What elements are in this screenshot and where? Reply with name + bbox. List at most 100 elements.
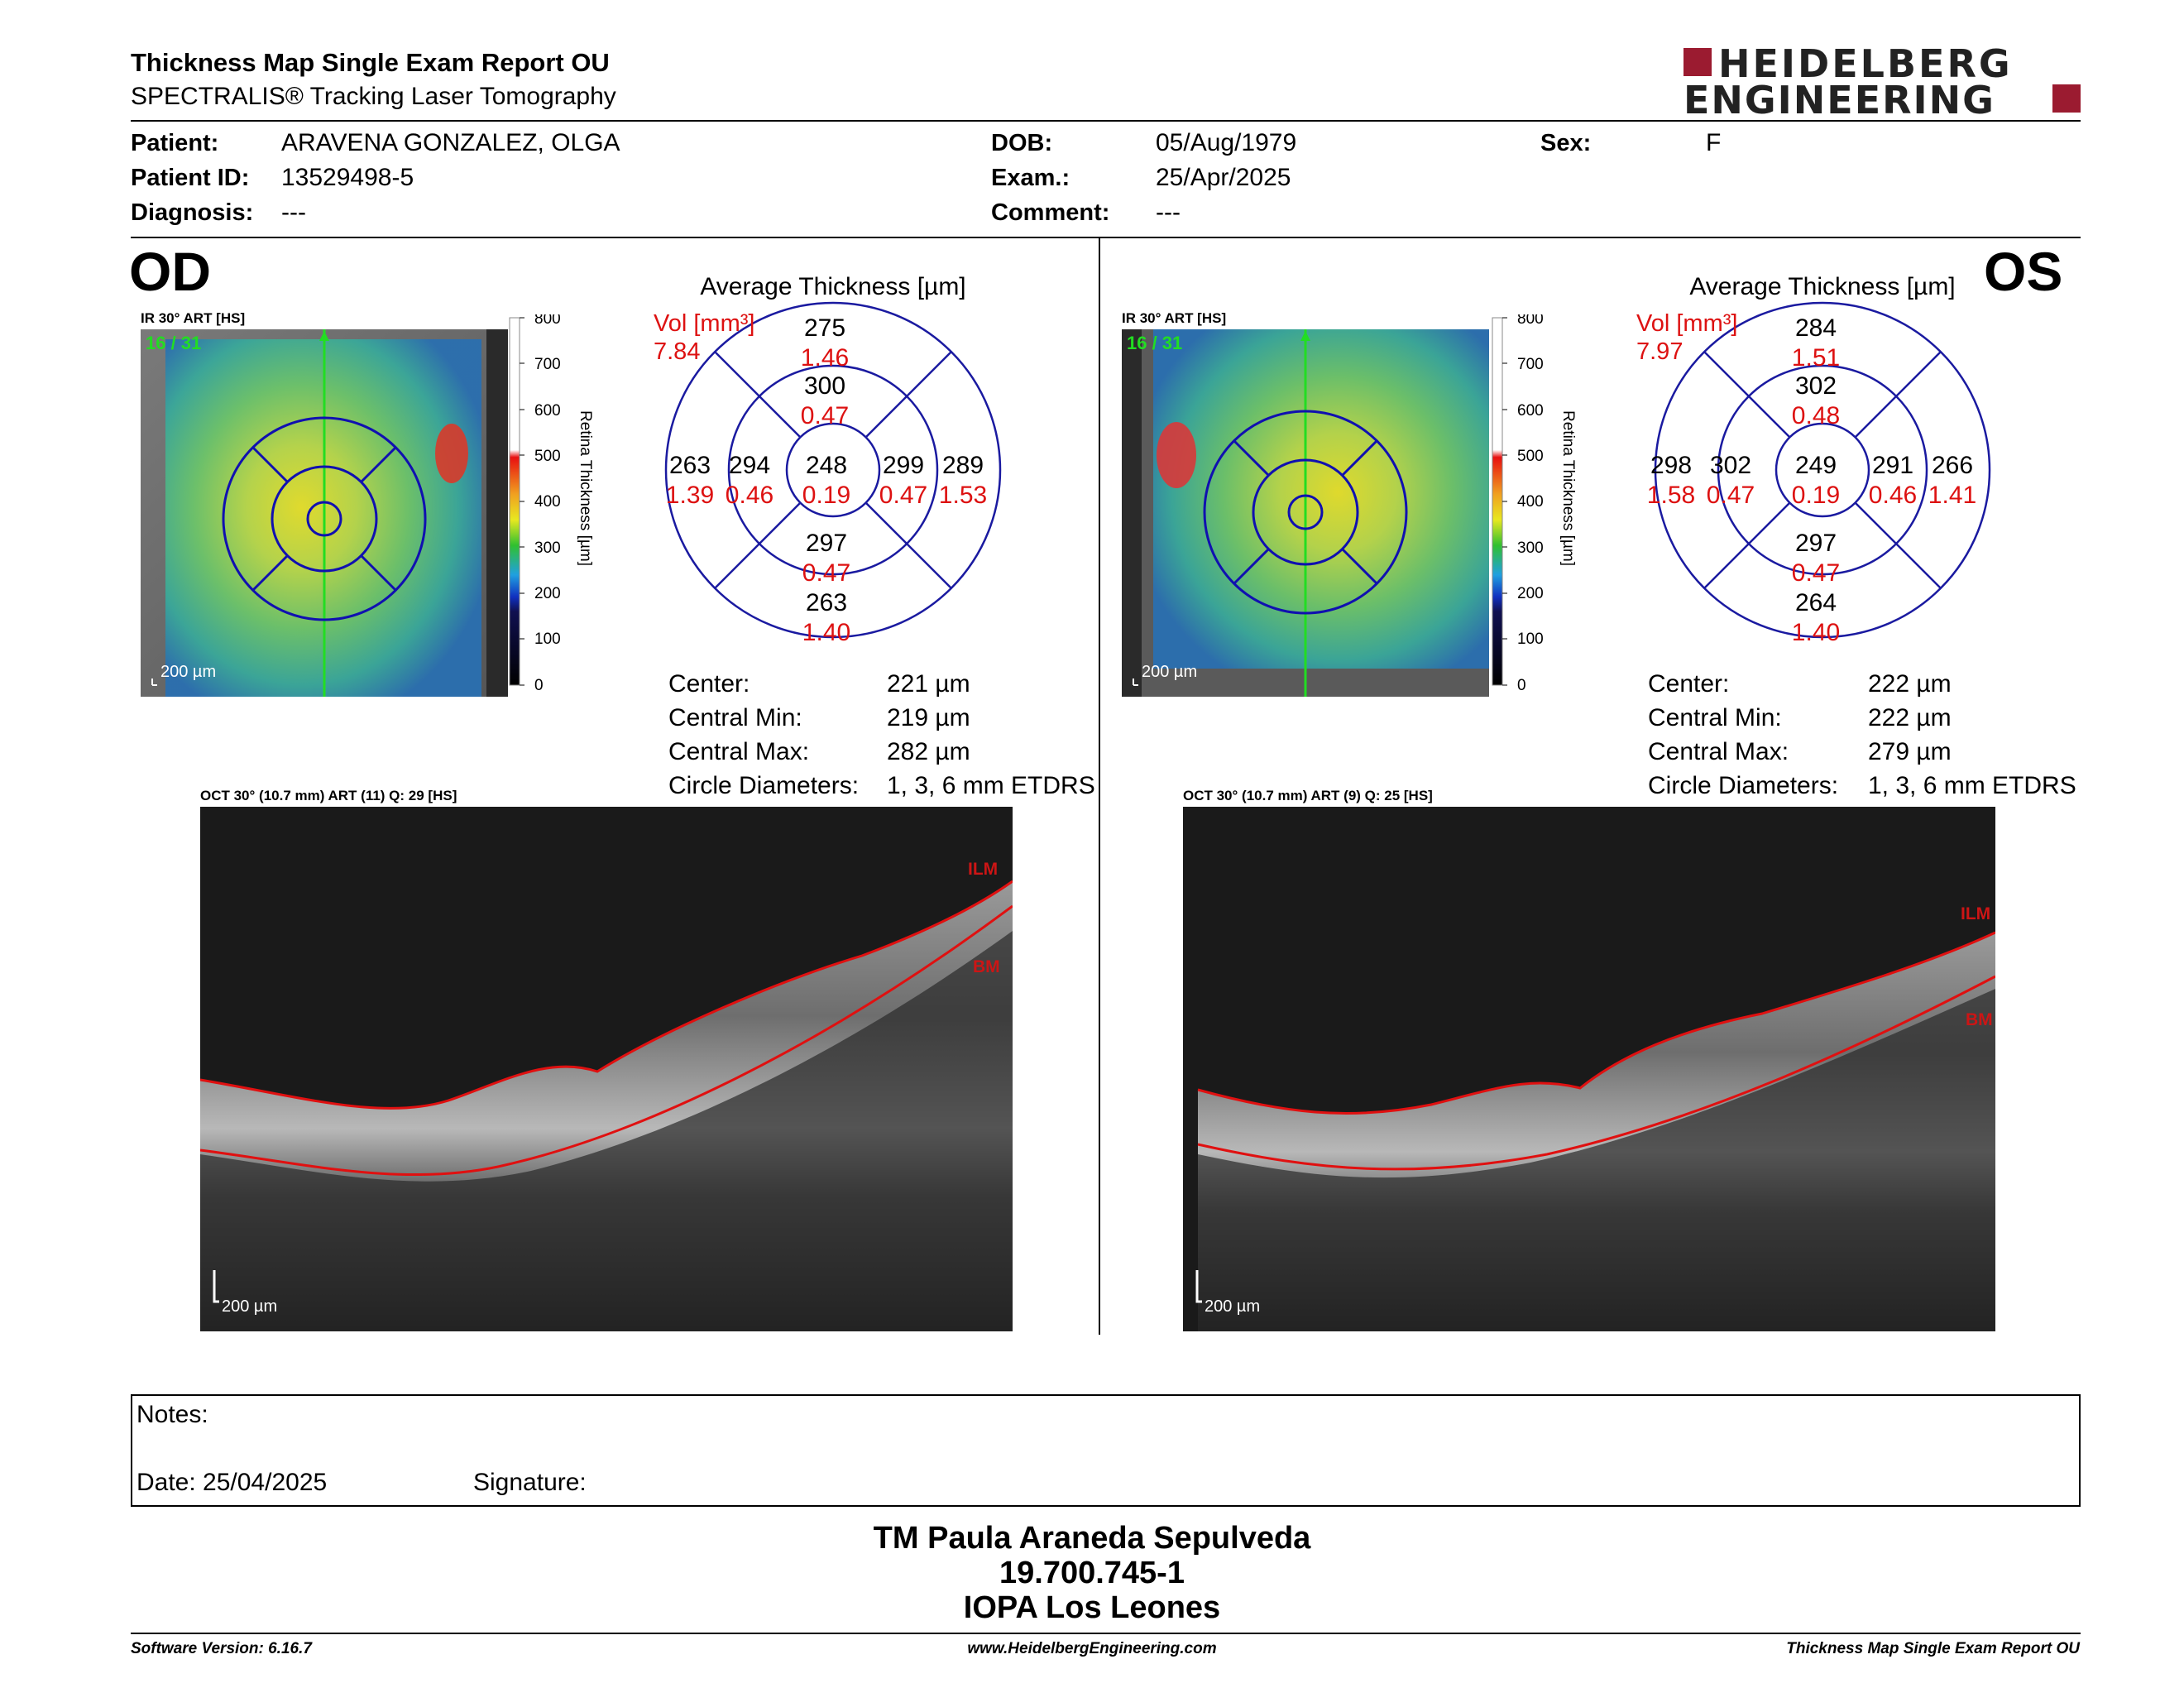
od-ir-label: IR 30° ART [HS]	[141, 310, 246, 326]
diagnosis-label: Diagnosis:	[131, 199, 254, 226]
svg-text:1.46: 1.46	[801, 344, 849, 372]
svg-text:800: 800	[1517, 314, 1544, 328]
svg-text:302: 302	[1795, 372, 1837, 400]
svg-text:297: 297	[806, 530, 847, 557]
svg-text:299: 299	[883, 452, 924, 479]
svg-text:291: 291	[1872, 452, 1913, 479]
svg-text:800: 800	[534, 314, 561, 328]
os-circle-label: Circle Diameters:	[1648, 772, 1839, 799]
sex-label: Sex:	[1540, 130, 1592, 156]
svg-text:0.47: 0.47	[801, 402, 849, 429]
patient-divider	[131, 237, 2081, 238]
comment-value: ---	[1156, 199, 1181, 226]
os-max-value: 279 µm	[1868, 738, 1952, 765]
os-scan-counter: 16 / 31	[1127, 333, 1182, 353]
os-oct-scale: 200 µm	[1205, 1297, 1260, 1316]
od-ilm-label: ILM	[968, 860, 998, 879]
od-center-label: Center:	[668, 670, 750, 698]
svg-text:600: 600	[1517, 402, 1544, 420]
svg-text:284: 284	[1795, 314, 1837, 342]
os-ir-label: IR 30° ART [HS]	[1122, 310, 1227, 326]
svg-text:100: 100	[1517, 631, 1544, 648]
svg-text:300: 300	[534, 539, 561, 557]
svg-text:0.46: 0.46	[1869, 482, 1917, 509]
svg-text:249: 249	[1795, 452, 1837, 479]
os-bm-label: BM	[1966, 1010, 1993, 1029]
date-label: Date: 25/04/2025	[136, 1469, 328, 1496]
patient-id-label: Patient ID:	[131, 165, 250, 191]
heidelberg-logo: HEIDELBERG ENGINEERING	[1684, 41, 2081, 122]
svg-text:0.47: 0.47	[802, 559, 850, 587]
diagnosis-value: ---	[281, 199, 306, 226]
comment-label: Comment:	[991, 199, 1110, 226]
os-colorbar: 800 700 600 500 400 300 200 100 0 Retina…	[1492, 314, 1577, 694]
signature-label: Signature:	[473, 1469, 587, 1496]
od-colorbar-title: Retina Thickness [µm]	[577, 410, 594, 566]
svg-text:0.19: 0.19	[802, 482, 850, 509]
od-max-label: Central Max:	[668, 738, 810, 765]
os-center-value: 222 µm	[1868, 670, 1952, 698]
os-vol-value: 7.97	[1636, 338, 1683, 365]
od-vol-value: 7.84	[654, 338, 700, 365]
od-min-label: Central Min:	[668, 704, 802, 731]
svg-text:0.47: 0.47	[1792, 559, 1840, 587]
os-ilm-label: ILM	[1961, 904, 1990, 923]
svg-text:200: 200	[1517, 585, 1544, 602]
svg-text:700: 700	[534, 356, 561, 373]
svg-text:200: 200	[534, 585, 561, 602]
svg-text:297: 297	[1795, 530, 1837, 557]
footer-divider	[131, 1633, 2081, 1634]
os-label: OS	[1984, 241, 2063, 302]
software-version: Software Version: 6.16.7	[131, 1640, 312, 1657]
signer-name: TM Paula Araneda Sepulveda	[873, 1521, 1311, 1556]
exam-value: 25/Apr/2025	[1156, 164, 1291, 191]
os-colorbar-title: Retina Thickness [µm]	[1559, 410, 1577, 566]
website-link[interactable]: www.HeidelbergEngineering.com	[967, 1640, 1217, 1657]
os-min-value: 222 µm	[1868, 704, 1952, 731]
patient-label: Patient:	[131, 130, 219, 156]
svg-text:400: 400	[534, 493, 561, 511]
svg-text:300: 300	[1517, 539, 1544, 557]
od-max-value: 282 µm	[887, 738, 970, 765]
od-oct-label: OCT 30° (10.7 mm) ART (11) Q: 29 [HS]	[200, 788, 457, 803]
os-oct-bscan: ILM BM 200 µm	[1183, 807, 1995, 1331]
svg-text:263: 263	[806, 589, 847, 616]
svg-text:0.47: 0.47	[1707, 482, 1755, 509]
svg-text:1.40: 1.40	[1792, 619, 1840, 644]
report-title: Thickness Map Single Exam Report OU	[131, 48, 610, 77]
os-oct-label: OCT 30° (10.7 mm) ART (9) Q: 25 [HS]	[1183, 788, 1433, 803]
os-min-label: Central Min:	[1648, 704, 1782, 731]
os-etdrs-grid: Average Thickness [µm] Vol [mm³] 7.97 28…	[1636, 273, 1991, 644]
eye-divider	[1099, 238, 1100, 1335]
os-avg-title: Average Thickness [µm]	[1689, 273, 1955, 300]
svg-text:1.41: 1.41	[1928, 482, 1976, 509]
od-vol-label: Vol [mm³]	[654, 310, 754, 337]
svg-text:1.51: 1.51	[1792, 344, 1840, 372]
svg-text:400: 400	[1517, 493, 1544, 511]
svg-text:264: 264	[1795, 589, 1837, 616]
svg-text:300: 300	[804, 372, 845, 400]
od-etdrs-grid: Average Thickness [µm] Vol [mm³] 7.84 27…	[654, 273, 1002, 644]
od-ir-scale: 200 µm	[160, 663, 216, 681]
svg-text:0: 0	[534, 677, 544, 694]
os-center-label: Center:	[1648, 670, 1730, 698]
svg-text:700: 700	[1517, 356, 1544, 373]
svg-text:248: 248	[806, 452, 847, 479]
svg-text:100: 100	[534, 631, 561, 648]
svg-text:294: 294	[729, 452, 770, 479]
od-center-value: 221 µm	[887, 670, 970, 698]
svg-text:0.46: 0.46	[726, 482, 774, 509]
svg-text:1.39: 1.39	[666, 482, 714, 509]
sex-value: F	[1706, 129, 1722, 156]
svg-text:266: 266	[1932, 452, 1973, 479]
od-oct-scale: 200 µm	[222, 1297, 277, 1316]
os-circle-value: 1, 3, 6 mm ETDRS	[1868, 772, 2076, 799]
os-vol-label: Vol [mm³]	[1636, 310, 1737, 337]
notes-box[interactable]	[131, 1394, 2081, 1507]
os-max-label: Central Max:	[1648, 738, 1789, 765]
svg-text:600: 600	[534, 402, 561, 420]
od-colorbar: 800 700 600 500 400 300 200 100 0 Retina…	[509, 314, 594, 694]
svg-text:0.47: 0.47	[879, 482, 927, 509]
od-min-value: 219 µm	[887, 704, 970, 731]
od-avg-title: Average Thickness [µm]	[700, 273, 965, 300]
